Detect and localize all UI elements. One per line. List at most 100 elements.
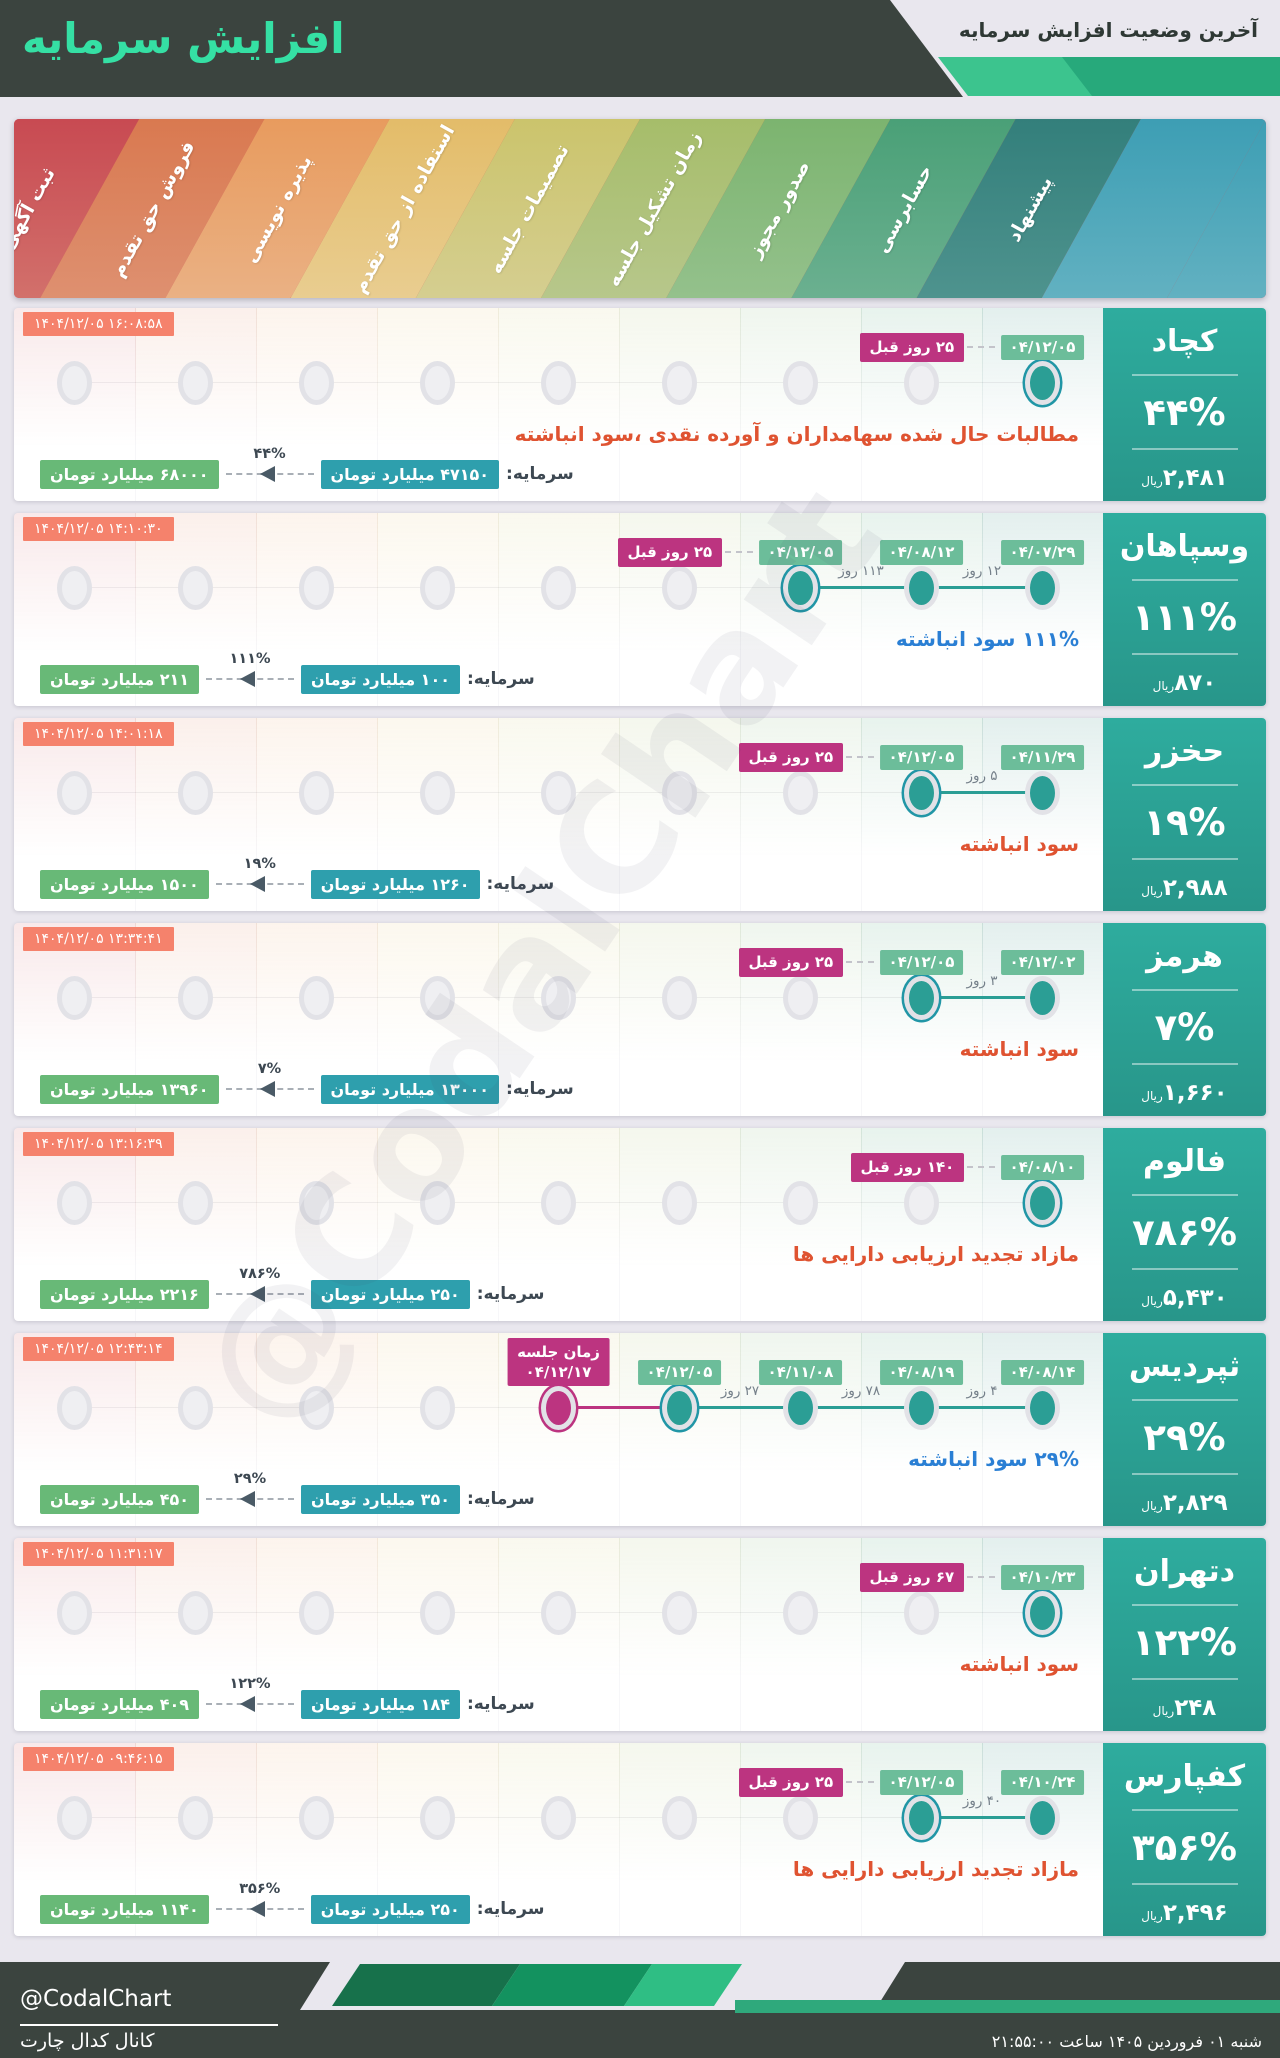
capital-percent-label: ۷% — [257, 1061, 282, 1077]
stage-dot-inactive — [57, 1796, 92, 1840]
capital-arrow-head — [239, 1696, 255, 1712]
row-timestamp-badge: ۱۴۰۴/۱۲/۰۵ ۱۳:۳۴:۴۱ — [23, 927, 174, 951]
stage-date-badge: ۰۴/۱۲/۰۵ — [758, 540, 843, 565]
share-price-unit: ریال — [1141, 1089, 1163, 1103]
increase-source-text: سود انباشته — [959, 1037, 1079, 1061]
share-price-value: ۲,۴۸۱ — [1162, 465, 1228, 491]
ago-dashed-connector — [966, 346, 995, 348]
increase-percent: ۴۴% — [1143, 390, 1226, 434]
sidebar-divider — [1131, 578, 1238, 581]
timeline-segment — [921, 586, 1043, 589]
stage-dot-inactive — [178, 361, 213, 405]
share-price: ۲۴۸ریال — [1153, 1695, 1217, 1721]
footer-handle: @CodalChart — [20, 1986, 172, 2012]
capital-from-badge: ۲۵۰ میلیارد تومان — [310, 1279, 470, 1309]
capital-arrow-head — [249, 1901, 265, 1917]
stage-dot-inactive — [541, 771, 576, 815]
timeline-segment — [921, 996, 1043, 999]
stage-dot-inactive — [783, 976, 818, 1020]
stage-dot-inactive — [57, 976, 92, 1020]
timeline-segment — [800, 1406, 922, 1409]
stage-date-badge: ۰۴/۰۸/۱۲ — [879, 540, 964, 565]
capital-percent-label: ۱۱۱% — [229, 651, 271, 667]
segment-days-label: ۲۷ روز — [720, 1383, 760, 1399]
stage-dot-inactive — [420, 361, 455, 405]
stage-dot-inactive — [420, 566, 455, 610]
capital-from-badge: ۴۷۱۵۰ میلیارد تومان — [320, 459, 500, 489]
increase-percent: ۳۵۶% — [1132, 1825, 1237, 1869]
stage-date-badge: ۰۴/۱۲/۰۵ — [879, 745, 964, 770]
footer-green-shape-dark — [332, 1964, 520, 2006]
increase-source-text: مازاد تجدید ارزیابی دارایی ها — [792, 1857, 1079, 1881]
share-price-unit: ریال — [1141, 474, 1163, 488]
stage-dot-active — [1025, 771, 1060, 815]
stage-dot-inactive — [57, 1386, 92, 1430]
ago-dashed-connector — [724, 551, 753, 553]
company-row-کچاد: ۰۴/۱۲/۰۵ ۲۵ روز قبل ۱۴۰۴/۱۲/۰۵ ۱۶:۰۸:۵۸ مطا… — [14, 308, 1266, 501]
sidebar-divider — [1131, 1473, 1238, 1476]
sidebar-divider — [1131, 1193, 1238, 1196]
capital-arrow: ۱۹% — [215, 856, 304, 899]
share-price: ۲,۴۹۶ریال — [1141, 1900, 1227, 1926]
stage-dot-inactive — [299, 361, 334, 405]
increase-source-text: سود انباشته — [959, 832, 1079, 856]
stage-dot-inactive — [420, 771, 455, 815]
stage-dot-active — [1025, 566, 1060, 610]
row-timeline-area: ۵ روز ۰۴/۱۱/۲۹ ۰۴/۱۲/۰۵ ۲۵ روز قبل ۱۴۰۴/۱۲/۰… — [14, 718, 1104, 911]
stage-dot-active — [904, 976, 939, 1020]
sidebar-divider — [1131, 653, 1238, 656]
row-timestamp-badge: ۱۴۰۴/۱۲/۰۵ ۱۲:۴۳:۱۴ — [23, 1337, 174, 1361]
company-name: کچاد — [1151, 324, 1218, 359]
stage-date-badge: ۰۴/۰۸/۱۴ — [1000, 1360, 1085, 1385]
stage-dot-inactive — [541, 361, 576, 405]
share-price-unit: ریال — [1141, 1909, 1163, 1923]
ago-dashed-connector — [966, 1576, 995, 1578]
stage-date-badge: ۰۴/۱۲/۰۲ — [1000, 950, 1085, 975]
capital-change-group: سرمایه: ۳۵۰ میلیارد تومان ۲۹% ۴۵۰ میلیارد ت… — [40, 1471, 535, 1514]
stage-dot-inactive — [420, 1796, 455, 1840]
share-price-value: ۲,۴۹۶ — [1162, 1900, 1228, 1926]
share-price-value: ۲,۸۲۹ — [1162, 1490, 1228, 1516]
stage-dot-inactive — [178, 1386, 213, 1430]
footer-green-bar — [735, 2000, 1280, 2013]
capital-from-badge: ۱۲۶۰ میلیارد تومان — [310, 869, 480, 899]
increase-percent: ۱۲۲% — [1132, 1620, 1237, 1664]
footer-datetime: شنبه ۰۱ فروردین ۱۴۰۵ ساعت ۲۱:۵۵:۰۰ — [991, 2032, 1262, 2051]
capital-arrow-head — [249, 1286, 265, 1302]
stage-dot-inactive — [541, 1591, 576, 1635]
company-name: ثپردیس — [1128, 1349, 1241, 1384]
increase-source-text: ۱۱۱% سود انباشته — [895, 627, 1079, 651]
share-price: ۱,۶۶۰ریال — [1141, 1080, 1227, 1106]
sidebar-divider — [1131, 858, 1238, 861]
stage-dot-active — [783, 566, 818, 610]
capital-label: سرمایه: — [506, 1079, 574, 1099]
row-timeline-area: ۳ روز ۰۴/۱۲/۰۲ ۰۴/۱۲/۰۵ ۲۵ روز قبل ۱۴۰۴/۱۲/۰… — [14, 923, 1104, 1116]
stage-date-badge: ۰۴/۱۱/۲۹ — [1000, 745, 1085, 770]
stage-dot-inactive — [783, 361, 818, 405]
capital-label: سرمایه: — [486, 874, 555, 894]
days-ago-badge: ۶۷ روز قبل — [859, 1563, 965, 1592]
row-timestamp-badge: ۱۴۰۴/۱۲/۰۵ ۱۴:۱۰:۳۰ — [23, 517, 174, 541]
sidebar-divider — [1131, 448, 1238, 451]
increase-percent: ۷% — [1154, 1005, 1215, 1049]
stage-date-badge: ۰۴/۱۲/۰۵ — [1000, 335, 1085, 360]
capital-change-group: سرمایه: ۲۵۰ میلیارد تومان ۷۸۶% ۲۲۱۶ میلیارد… — [40, 1266, 544, 1309]
company-row-فالوم: ۰۴/۰۸/۱۰ ۱۴۰ روز قبل ۱۴۰۴/۱۲/۰۵ ۱۳:۱۶:۳۹ ما… — [14, 1128, 1266, 1321]
company-name: حخزر — [1144, 734, 1225, 769]
stage-dot-inactive — [541, 1796, 576, 1840]
stage-dot-inactive — [541, 1181, 576, 1225]
footer-green-shape-mid — [492, 1964, 652, 2006]
capital-from-badge: ۱۰۰ میلیارد تومان — [300, 664, 460, 694]
stage-dot-inactive — [57, 771, 92, 815]
capital-arrow-head — [249, 876, 265, 892]
capital-change-group: سرمایه: ۱۸۴ میلیارد تومان ۱۲۲% ۴۰۹ میلیارد … — [40, 1676, 535, 1719]
increase-percent: ۱۱۱% — [1132, 595, 1237, 639]
stage-dot-inactive — [662, 566, 697, 610]
green-ribbon-dark — [1062, 57, 1280, 96]
capital-arrow: ۴۴% — [225, 446, 314, 489]
stage-dot-active — [1025, 1796, 1060, 1840]
capital-to-badge: ۲۲۱۶ میلیارد تومان — [40, 1279, 209, 1309]
share-price: ۸۷۰ریال — [1153, 670, 1217, 696]
header-subtitle: آخرین وضعیت افزایش سرمایه — [958, 18, 1258, 42]
capital-label: سرمایه: — [466, 669, 535, 689]
